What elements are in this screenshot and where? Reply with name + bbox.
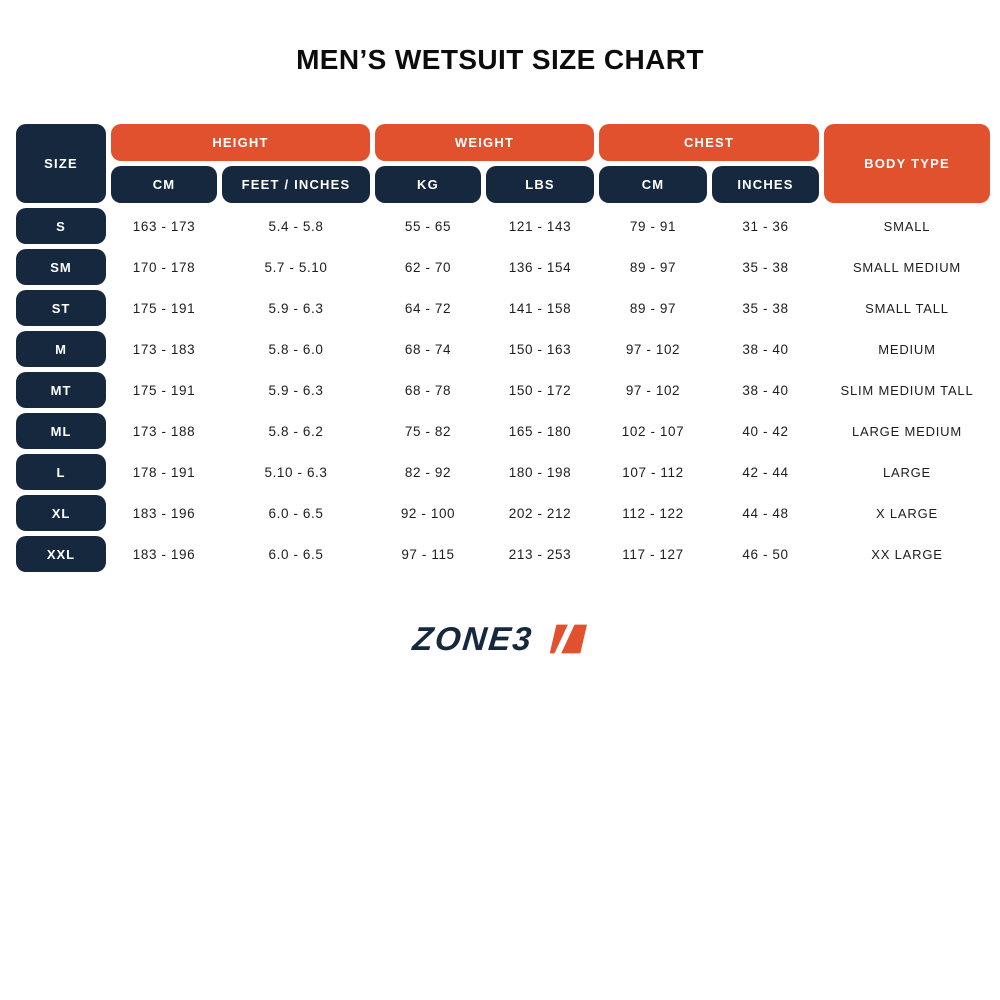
cell-height-ft-in: 6.0 - 6.5 — [268, 546, 324, 562]
cell-height-ft-in: 5.9 - 6.3 — [268, 300, 324, 316]
cell-weight-kg: 82 - 92 — [404, 464, 452, 480]
cell-body-type: MEDIUM — [878, 341, 936, 357]
size-pill-ml: ML — [16, 413, 106, 449]
cell-body-type: SMALL MEDIUM — [852, 259, 962, 275]
cell-height-cm: 175 - 191 — [132, 382, 196, 398]
cell-weight-lbs: 213 - 253 — [508, 546, 572, 562]
cell-body-type: X LARGE — [876, 505, 938, 521]
cell-body-type: LARGE MEDIUM — [851, 423, 962, 439]
cell-height-ft-in: 5.8 - 6.2 — [268, 423, 324, 439]
size-pill-xxl: XXL — [16, 536, 106, 572]
cell-weight-lbs: 165 - 180 — [508, 423, 572, 439]
cell-body-type: SMALL — [883, 218, 931, 234]
cell-weight-lbs: 136 - 154 — [508, 259, 572, 275]
cell-height-cm: 183 - 196 — [132, 546, 196, 562]
cell-weight-kg: 55 - 65 — [404, 218, 452, 234]
cell-height-cm: 173 - 183 — [132, 341, 196, 357]
cell-chest-cm: 97 - 102 — [625, 341, 681, 357]
cell-chest-cm: 102 - 107 — [621, 423, 685, 439]
cell-weight-lbs: 141 - 158 — [508, 300, 572, 316]
cell-height-cm: 175 - 191 — [132, 300, 196, 316]
cell-chest-cm: 107 - 112 — [622, 464, 684, 480]
cell-chest-inches: 42 - 44 — [742, 464, 789, 480]
cell-chest-cm: 89 - 97 — [629, 259, 677, 275]
cell-weight-lbs: 202 - 212 — [508, 505, 572, 521]
cell-chest-inches: 46 - 50 — [742, 546, 789, 562]
subheader-chest-inches: INCHES — [712, 166, 819, 203]
cell-height-cm: 173 - 188 — [132, 423, 196, 439]
cell-chest-inches: 31 - 36 — [742, 218, 789, 234]
cell-weight-kg: 97 - 115 — [401, 546, 455, 562]
cell-weight-lbs: 180 - 198 — [508, 464, 572, 480]
size-pill-l: L — [16, 454, 106, 490]
header-body-type: BODY TYPE — [824, 124, 990, 203]
cell-weight-kg: 92 - 100 — [400, 505, 456, 521]
size-pill-s: S — [16, 208, 106, 244]
cell-height-ft-in: 5.8 - 6.0 — [268, 341, 324, 357]
cell-body-type: SMALL TALL — [865, 300, 949, 316]
cell-height-ft-in: 5.7 - 5.10 — [264, 259, 328, 275]
subheader-weight-lbs: LBS — [486, 166, 594, 203]
header-group-chest: CHEST — [599, 124, 819, 161]
cell-body-type: SLIM MEDIUM TALL — [840, 382, 974, 398]
zone3-slash-mark-icon — [549, 624, 587, 653]
size-pill-sm: SM — [16, 249, 106, 285]
cell-chest-inches: 35 - 38 — [742, 300, 789, 316]
cell-chest-cm: 79 - 91 — [629, 218, 677, 234]
page-title: MEN’S WETSUIT SIZE CHART — [296, 44, 704, 75]
cell-height-ft-in: 5.10 - 6.3 — [264, 464, 328, 480]
cell-chest-inches: 40 - 42 — [742, 423, 789, 439]
header-group-weight: WEIGHT — [375, 124, 594, 161]
cell-height-ft-in: 5.9 - 6.3 — [268, 382, 324, 398]
cell-chest-inches: 38 - 40 — [742, 341, 789, 357]
cell-weight-kg: 64 - 72 — [404, 300, 452, 316]
cell-chest-cm: 117 - 127 — [622, 546, 684, 562]
cell-chest-inches: 35 - 38 — [742, 259, 789, 275]
cell-chest-cm: 97 - 102 — [625, 382, 681, 398]
cell-weight-kg: 62 - 70 — [404, 259, 452, 275]
subheader-height-ft-in: FEET / INCHES — [222, 166, 370, 203]
cell-height-cm: 163 - 173 — [132, 218, 196, 234]
size-pill-m: M — [16, 331, 106, 367]
size-pill-st: ST — [16, 290, 106, 326]
cell-height-ft-in: 5.4 - 5.8 — [268, 218, 324, 234]
cell-body-type: LARGE — [882, 464, 932, 480]
size-chart-table: SIZE HEIGHT WEIGHT CHEST BODY TYPE CM FE… — [16, 124, 990, 572]
cell-height-cm: 183 - 196 — [132, 505, 196, 521]
cell-weight-lbs: 150 - 163 — [508, 341, 572, 357]
header-group-height: HEIGHT — [111, 124, 370, 161]
subheader-chest-cm: CM — [599, 166, 707, 203]
cell-weight-kg: 75 - 82 — [404, 423, 452, 439]
cell-chest-inches: 38 - 40 — [742, 382, 789, 398]
cell-chest-cm: 112 - 122 — [622, 505, 684, 521]
subheader-height-cm: CM — [111, 166, 217, 203]
cell-weight-lbs: 121 - 143 — [508, 218, 572, 234]
cell-weight-kg: 68 - 74 — [404, 341, 452, 357]
cell-weight-lbs: 150 - 172 — [508, 382, 572, 398]
subheader-weight-kg: KG — [375, 166, 481, 203]
zone3-wordmark: ZONE3 — [411, 620, 536, 657]
zone3-logo: ZONE3 — [0, 620, 1000, 657]
cell-weight-kg: 68 - 78 — [404, 382, 452, 398]
cell-height-cm: 170 - 178 — [132, 259, 196, 275]
cell-height-cm: 178 - 191 — [132, 464, 196, 480]
size-pill-xl: XL — [16, 495, 106, 531]
size-pill-mt: MT — [16, 372, 106, 408]
cell-chest-inches: 44 - 48 — [742, 505, 789, 521]
cell-height-ft-in: 6.0 - 6.5 — [268, 505, 324, 521]
cell-body-type: XX LARGE — [871, 546, 943, 562]
header-size: SIZE — [16, 124, 106, 203]
cell-chest-cm: 89 - 97 — [629, 300, 677, 316]
